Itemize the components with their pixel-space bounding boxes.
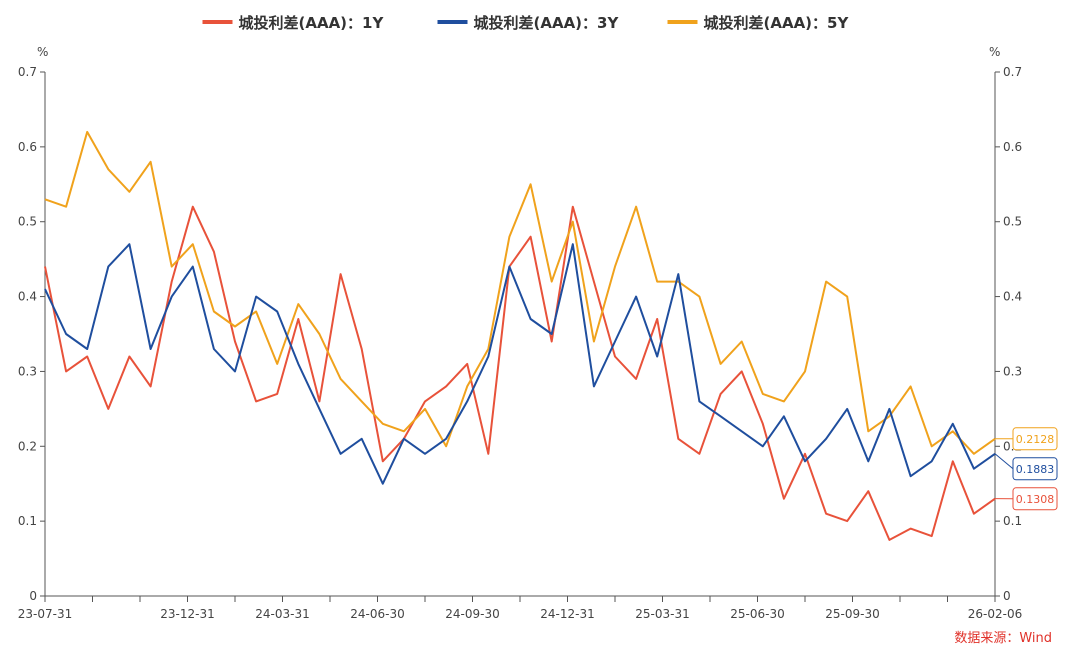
end-value-label: 0.2128 (1016, 433, 1055, 446)
series-line-3 (44, 130, 996, 455)
legend-label: 城投利差(AAA)：3Y (474, 14, 620, 32)
y-tick-label-right: 0.6 (1003, 140, 1022, 154)
end-label-box (1012, 487, 1058, 511)
end-value-label: 0.1308 (1016, 493, 1055, 506)
end-label-box (1012, 457, 1058, 481)
y-tick-label-right: 0.1 (1003, 514, 1022, 528)
x-tick-label: 23-12-31 (160, 607, 214, 621)
y-tick-label-right: 0.7 (1003, 65, 1022, 79)
y-axis-unit-right: % (989, 45, 1000, 59)
x-tick-label: 25-03-31 (635, 607, 689, 621)
y-axis-unit-left: % (37, 45, 48, 59)
end-labels: 0.1308 0.1883 0.2128 (994, 427, 1058, 511)
legend: 城投利差(AAA)：1Y 城投利差(AAA)：3Y 城投利差(AAA)：5Y (202, 14, 850, 32)
axes: 000.10.10.20.20.30.30.40.40.50.50.60.60.… (18, 65, 1022, 621)
end-label-box (1012, 427, 1058, 451)
y-tick-label-left: 0 (29, 589, 37, 603)
x-tick-label: 25-09-30 (825, 607, 879, 621)
x-tick-label: 23-07-31 (18, 607, 72, 621)
x-tick-label: 24-12-31 (540, 607, 594, 621)
x-tick-label: 24-09-30 (445, 607, 499, 621)
y-tick-label-right: 0.5 (1003, 215, 1022, 229)
y-tick-label-left: 0.1 (18, 514, 37, 528)
y-tick-label-left: 0.7 (18, 65, 37, 79)
y-tick-label-left: 0.2 (18, 439, 37, 453)
y-tick-label-left: 0.3 (18, 364, 37, 378)
legend-label: 城投利差(AAA)：1Y (239, 14, 385, 32)
y-tick-label-right: 0.3 (1003, 364, 1022, 378)
x-tick-label: 24-06-30 (350, 607, 404, 621)
x-tick-label: 25-06-30 (730, 607, 784, 621)
series-line-2 (44, 243, 996, 485)
legend-label: 城投利差(AAA)：5Y (704, 14, 850, 32)
data-source-note: 数据来源：Wind (954, 631, 1052, 646)
x-tick-label: 24-03-31 (255, 607, 309, 621)
plot-area (44, 130, 996, 541)
y-tick-label-left: 0.6 (18, 140, 37, 154)
end-value-label: 0.1883 (1016, 463, 1055, 476)
y-tick-label-right: 0 (1003, 589, 1011, 603)
series-line-1 (44, 205, 996, 541)
end-label-leader (994, 453, 1014, 470)
y-tick-label-left: 0.5 (18, 215, 37, 229)
y-tick-label-left: 0.4 (18, 290, 37, 304)
x-tick-label: 26-02-06 (968, 607, 1022, 621)
y-tick-label-right: 0.4 (1003, 290, 1022, 304)
